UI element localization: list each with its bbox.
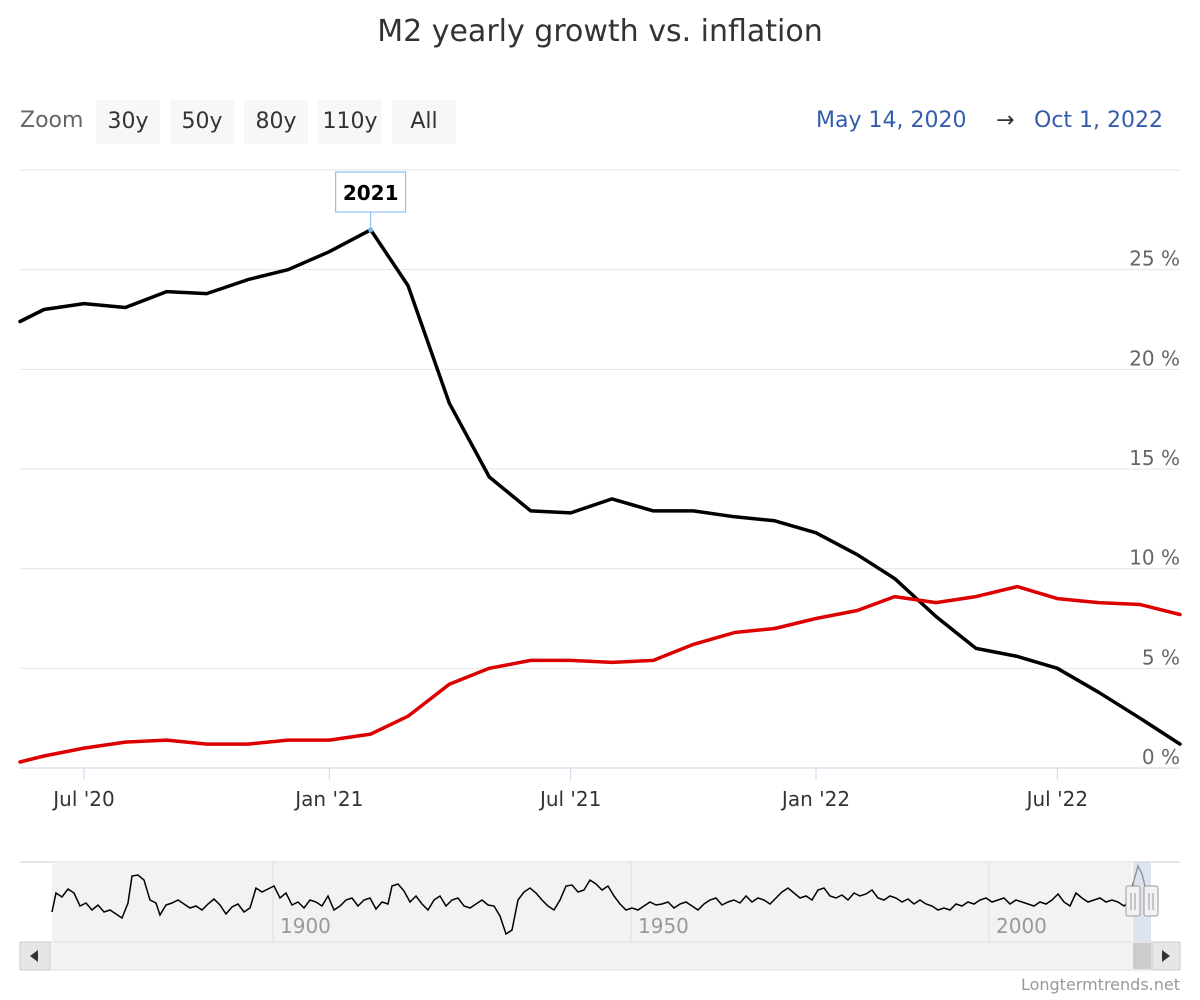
zoom-30y-button[interactable]: 30y	[96, 100, 160, 144]
x-tick-label: Jul '20	[51, 787, 114, 811]
navigator-selected-range[interactable]	[1133, 862, 1151, 942]
credit-text[interactable]: Longtermtrends.net	[1021, 975, 1180, 994]
navigator-left-handle[interactable]	[1125, 885, 1141, 917]
arrow-left-icon	[30, 950, 38, 962]
x-axis: Jul '20 Jan '21 Jul '21 Jan '22 Jul '22	[20, 767, 1180, 811]
chart-title: M2 yearly growth vs. inflation	[377, 14, 823, 49]
range-to[interactable]: Oct 1, 2022	[1034, 108, 1164, 133]
y-tick-label: 5 %	[1142, 645, 1180, 669]
y-axis: 0 % 5 % 10 % 15 % 20 % 25 %	[1129, 247, 1180, 769]
range-arrow: →	[996, 108, 1015, 133]
zoom-80y-button[interactable]: 80y	[244, 100, 308, 144]
y-tick-label: 10 %	[1129, 546, 1180, 570]
zoom-110y-button[interactable]: 110y	[318, 100, 382, 144]
series-line-inflation	[18, 584, 1182, 764]
y-tick-label: 20 %	[1129, 346, 1180, 370]
navigator-tick-2000: 2000	[996, 914, 1047, 938]
zoom-label: Zoom	[20, 108, 84, 133]
tooltip-label: 2021	[343, 181, 399, 205]
navigator[interactable]: 1900 1950 2000	[20, 861, 1180, 942]
navigator-series-line	[51, 863, 1147, 936]
navigator-background	[52, 862, 1132, 942]
scrollbar-track[interactable]	[19, 941, 1181, 971]
x-tick-label: Jan '22	[780, 787, 850, 811]
x-tick-label: Jul '21	[538, 787, 601, 811]
range-from[interactable]: May 14, 2020	[816, 108, 967, 133]
grid-lines	[20, 169, 1180, 669]
navigator-tick-1900: 1900	[280, 914, 331, 938]
tooltip-point-marker	[368, 227, 374, 233]
y-tick-label: 15 %	[1129, 446, 1180, 470]
scrollbar[interactable]	[19, 941, 1181, 971]
zoom-all-button[interactable]: All	[392, 100, 456, 144]
scrollbar-thumb[interactable]	[1133, 943, 1151, 969]
x-tick-label: Jul '22	[1025, 787, 1088, 811]
series-group	[18, 228, 1182, 764]
navigator-tick-1950: 1950	[638, 914, 689, 938]
zoom-50y-button[interactable]: 50y	[170, 100, 234, 144]
tooltip-box	[335, 171, 407, 213]
series-line-m2	[18, 228, 1182, 746]
y-tick-label: 25 %	[1129, 247, 1180, 271]
y-tick-label: 0 %	[1142, 745, 1180, 769]
arrow-right-icon	[1162, 950, 1170, 962]
tooltip: 2021	[335, 171, 407, 233]
x-tick-label: Jan '21	[293, 787, 363, 811]
navigator-right-handle[interactable]	[1143, 885, 1159, 917]
